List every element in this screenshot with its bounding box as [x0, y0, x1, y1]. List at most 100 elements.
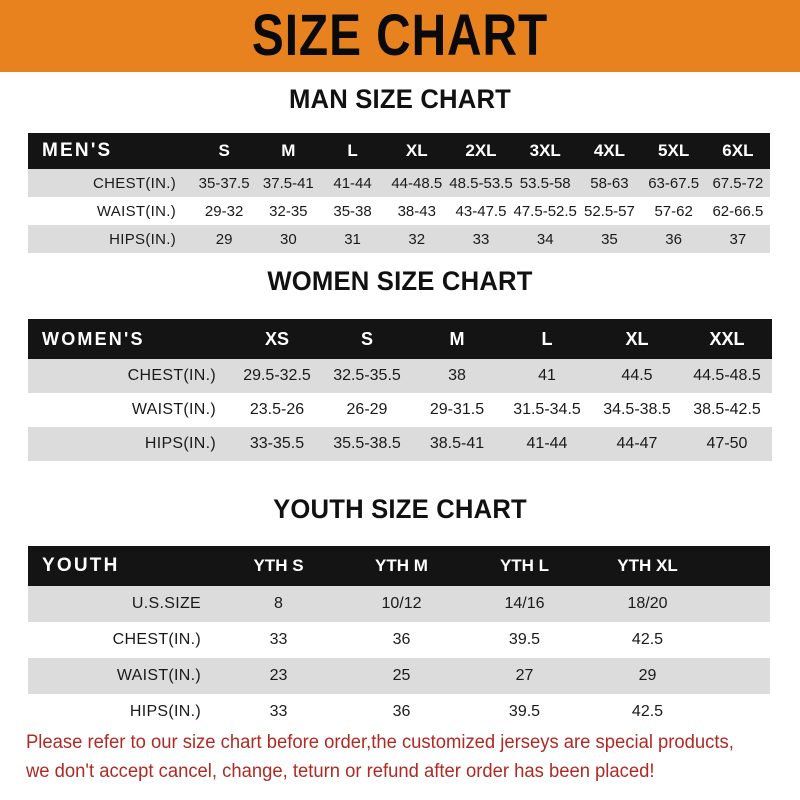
men-cell-1-3: 38-43: [384, 197, 449, 225]
men-cell-0-4: 48.5-53.5: [448, 169, 514, 197]
men-cell-1-1: 32-35: [256, 197, 321, 225]
men-cell-1-5: 47.5-52.5: [513, 197, 578, 225]
youth-cell-3-4: [709, 694, 770, 730]
youth-cell-1-0: 33: [217, 622, 340, 658]
youth-header-row: YOUTH YTH S YTH M YTH L YTH XL: [28, 546, 770, 586]
women-cell-0-0: 29.5-32.5: [232, 359, 322, 393]
footer-note: Please refer to our size chart before or…: [26, 728, 759, 786]
men-table-head: MEN'S S M L XL 2XL 3XL 4XL 5XL 6XL: [28, 133, 770, 169]
footer-note-line-2: we don't accept cancel, change, teturn o…: [26, 761, 655, 782]
women-header-row: WOMEN'S XS S M L XL XXL: [28, 319, 772, 359]
men-cell-2-6: 35: [577, 225, 642, 253]
men-cell-0-7: 63-67.5: [641, 169, 706, 197]
men-cell-0-8: 67.5-72: [705, 169, 770, 197]
men-cell-2-2: 31: [320, 225, 385, 253]
women-cell-2-1: 35.5-38.5: [322, 427, 412, 461]
women-cell-1-0: 23.5-26: [232, 393, 322, 427]
youth-cell-2-1: 25: [340, 658, 463, 694]
women-section-title: WOMEN SIZE CHART: [267, 266, 533, 296]
women-cell-1-2: 29-31.5: [412, 393, 502, 427]
women-cell-2-5: 47-50: [682, 427, 772, 461]
youth-cell-1-2: 39.5: [463, 622, 586, 658]
men-cell-1-6: 52.5-57: [577, 197, 642, 225]
women-col-head-4: XL: [592, 319, 682, 359]
men-col-head-0: S: [192, 133, 257, 169]
table-row: HIPS(IN.) 33 36 39.5 42.5: [28, 694, 770, 730]
youth-table-head: YOUTH YTH S YTH M YTH L YTH XL: [28, 546, 770, 586]
youth-col-head-4: [709, 546, 770, 586]
women-row-label-1: WAIST(IN.): [28, 393, 232, 427]
women-col-head-2: M: [412, 319, 502, 359]
men-row-label-0: CHEST(IN.): [28, 169, 192, 197]
women-col-head-0: XS: [232, 319, 322, 359]
page-banner: SIZE CHART: [0, 0, 800, 72]
youth-table-body: U.S.SIZE 8 10/12 14/16 18/20 CHEST(IN.) …: [28, 586, 770, 730]
men-cell-1-7: 57-62: [641, 197, 706, 225]
table-row: WAIST(IN.) 23 25 27 29: [28, 658, 770, 694]
youth-size-table: YOUTH YTH S YTH M YTH L YTH XL U.S.SIZE …: [28, 546, 770, 730]
women-col-head-1: S: [322, 319, 412, 359]
men-cell-0-2: 41-44: [320, 169, 385, 197]
youth-cell-0-4: [709, 586, 770, 622]
men-cell-0-3: 44-48.5: [384, 169, 449, 197]
men-col-head-3: XL: [384, 133, 449, 169]
men-cell-0-6: 58-63: [577, 169, 642, 197]
women-cell-2-2: 38.5-41: [412, 427, 502, 461]
men-col-head-1: M: [256, 133, 321, 169]
men-section-title: MAN SIZE CHART: [288, 84, 512, 114]
women-cell-0-5: 44.5-48.5: [682, 359, 772, 393]
table-row: WAIST(IN.) 23.5-26 26-29 29-31.5 31.5-34…: [28, 393, 772, 427]
youth-cell-2-2: 27: [463, 658, 586, 694]
youth-cell-0-2: 14/16: [463, 586, 586, 622]
women-col-head-3: L: [502, 319, 592, 359]
men-cell-2-7: 36: [641, 225, 706, 253]
women-size-table-wrap: WOMEN'S XS S M L XL XXL CHEST(IN.) 29.5-…: [28, 319, 772, 461]
women-row-label-0: CHEST(IN.): [28, 359, 232, 393]
youth-cell-2-4: [709, 658, 770, 694]
youth-col-head-0: YTH S: [217, 546, 340, 586]
youth-row-label-0: U.S.SIZE: [28, 586, 217, 622]
youth-cell-3-1: 36: [340, 694, 463, 730]
women-cell-0-4: 44.5: [592, 359, 682, 393]
men-row-label-1: WAIST(IN.): [28, 197, 192, 225]
youth-col-head-3: YTH XL: [586, 546, 709, 586]
table-row: CHEST(IN.) 35-37.5 37.5-41 41-44 44-48.5…: [28, 169, 770, 197]
women-col-head-5: XXL: [682, 319, 772, 359]
men-table-body: CHEST(IN.) 35-37.5 37.5-41 41-44 44-48.5…: [28, 169, 770, 253]
men-col-head-8: 6XL: [705, 133, 770, 169]
men-size-table: MEN'S S M L XL 2XL 3XL 4XL 5XL 6XL CHEST…: [28, 133, 770, 253]
youth-cell-1-4: [709, 622, 770, 658]
men-col-head-4: 2XL: [448, 133, 514, 169]
youth-cell-0-1: 10/12: [340, 586, 463, 622]
youth-cell-2-0: 23: [217, 658, 340, 694]
youth-section-title: YOUTH SIZE CHART: [273, 494, 527, 524]
women-cell-1-4: 34.5-38.5: [592, 393, 682, 427]
men-corner-label: MEN'S: [28, 133, 192, 169]
table-row: WAIST(IN.) 29-32 32-35 35-38 38-43 43-47…: [28, 197, 770, 225]
youth-row-label-3: HIPS(IN.): [28, 694, 217, 730]
table-row: U.S.SIZE 8 10/12 14/16 18/20: [28, 586, 770, 622]
men-cell-2-3: 32: [384, 225, 449, 253]
women-cell-2-4: 44-47: [592, 427, 682, 461]
youth-cell-2-3: 29: [586, 658, 709, 694]
women-cell-2-0: 33-35.5: [232, 427, 322, 461]
men-col-head-6: 4XL: [577, 133, 642, 169]
men-cell-2-4: 33: [448, 225, 514, 253]
women-cell-0-3: 41: [502, 359, 592, 393]
table-row: HIPS(IN.) 33-35.5 35.5-38.5 38.5-41 41-4…: [28, 427, 772, 461]
men-cell-2-1: 30: [256, 225, 321, 253]
men-cell-2-5: 34: [513, 225, 578, 253]
women-table-head: WOMEN'S XS S M L XL XXL: [28, 319, 772, 359]
women-cell-1-5: 38.5-42.5: [682, 393, 772, 427]
youth-row-label-2: WAIST(IN.): [28, 658, 217, 694]
youth-size-table-wrap: YOUTH YTH S YTH M YTH L YTH XL U.S.SIZE …: [28, 546, 770, 730]
table-row: HIPS(IN.) 29 30 31 32 33 34 35 36 37: [28, 225, 770, 253]
youth-cell-1-1: 36: [340, 622, 463, 658]
page-title: SIZE CHART: [251, 3, 549, 69]
table-row: CHEST(IN.) 29.5-32.5 32.5-35.5 38 41 44.…: [28, 359, 772, 393]
men-row-label-2: HIPS(IN.): [28, 225, 192, 253]
youth-cell-3-0: 33: [217, 694, 340, 730]
men-col-head-5: 3XL: [513, 133, 578, 169]
men-cell-2-8: 37: [705, 225, 770, 253]
